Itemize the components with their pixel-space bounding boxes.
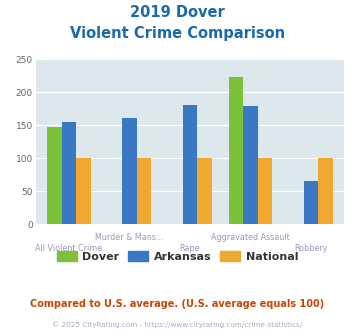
Text: Murder & Mans...: Murder & Mans... bbox=[95, 233, 164, 242]
Bar bbox=[243, 106, 258, 224]
Text: © 2025 CityRating.com - https://www.cityrating.com/crime-statistics/: © 2025 CityRating.com - https://www.city… bbox=[53, 322, 302, 328]
Bar bbox=[304, 182, 318, 224]
Bar bbox=[137, 158, 151, 224]
Bar bbox=[47, 127, 61, 224]
Text: Rape: Rape bbox=[180, 244, 200, 253]
Text: Violent Crime Comparison: Violent Crime Comparison bbox=[70, 26, 285, 41]
Text: Robbery: Robbery bbox=[294, 244, 328, 253]
Bar bbox=[122, 118, 137, 224]
Text: All Violent Crime: All Violent Crime bbox=[35, 244, 103, 253]
Bar bbox=[229, 77, 243, 224]
Bar bbox=[183, 105, 197, 224]
Text: 2019 Dover: 2019 Dover bbox=[130, 5, 225, 20]
Bar bbox=[258, 158, 272, 224]
Bar bbox=[197, 158, 212, 224]
Bar bbox=[61, 122, 76, 224]
Legend: Dover, Arkansas, National: Dover, Arkansas, National bbox=[52, 247, 303, 267]
Bar bbox=[76, 158, 91, 224]
Text: Compared to U.S. average. (U.S. average equals 100): Compared to U.S. average. (U.S. average … bbox=[31, 299, 324, 309]
Bar bbox=[318, 158, 333, 224]
Text: Aggravated Assault: Aggravated Assault bbox=[211, 233, 290, 242]
